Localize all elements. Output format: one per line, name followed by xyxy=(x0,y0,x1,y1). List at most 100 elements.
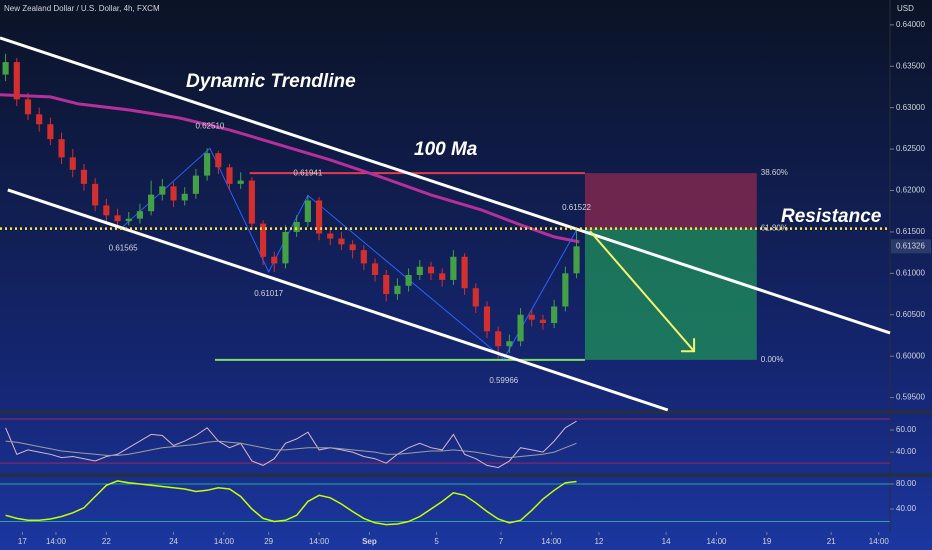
candle-body xyxy=(539,319,547,324)
candle-body xyxy=(226,167,233,184)
candle-body xyxy=(103,205,110,216)
candle-body xyxy=(47,124,54,140)
x-tick-label: 29 xyxy=(264,537,273,546)
candle-body xyxy=(271,256,278,264)
trendline-label: Dynamic Trendline xyxy=(186,71,356,92)
trendline xyxy=(7,188,669,412)
candle-body xyxy=(92,183,99,206)
pivot-label: 0.61941 xyxy=(293,169,322,178)
candle-body xyxy=(204,153,211,176)
candle-body xyxy=(114,215,121,222)
x-tick-label: 7 xyxy=(499,537,504,546)
pivot-label: 0.62510 xyxy=(195,121,224,130)
candle-body xyxy=(24,99,32,115)
y-tick-label: 0.64000 xyxy=(896,20,925,29)
x-tick-label: 21 xyxy=(827,537,836,546)
y-tick-label: 0.60500 xyxy=(896,310,925,319)
candle-body xyxy=(383,274,390,295)
candle-body xyxy=(528,314,535,320)
candle-body xyxy=(148,194,155,212)
candle-body xyxy=(360,250,367,264)
candle-body xyxy=(450,256,457,280)
candle-body xyxy=(69,157,76,170)
candle-body xyxy=(551,306,558,324)
chart-title: New Zealand Dollar / U.S. Dollar, 4h, FX… xyxy=(4,4,160,13)
fib-label: 61.80% xyxy=(761,224,788,233)
y-tick-label: 40.00 xyxy=(896,447,917,456)
x-tick-label: 24 xyxy=(169,537,178,546)
x-tick-label: 14:00 xyxy=(214,537,235,546)
trendline xyxy=(0,36,891,335)
resistance-label: Resistance xyxy=(781,206,882,227)
y-tick-label: 80.00 xyxy=(896,479,917,488)
candle-body xyxy=(573,246,580,274)
y-tick-label: 0.62000 xyxy=(896,186,925,195)
ma-label: 100 Ma xyxy=(414,139,478,160)
candle-body xyxy=(439,273,446,280)
x-tick-label: 17 xyxy=(18,537,27,546)
candle-body xyxy=(58,139,65,158)
last-price-box xyxy=(891,239,931,254)
y-tick-label: 0.60000 xyxy=(896,351,925,360)
x-tick-label: 14:00 xyxy=(706,537,727,546)
x-tick-label: 14:00 xyxy=(46,537,67,546)
candle-body xyxy=(13,62,20,100)
candle-body xyxy=(495,331,502,347)
candle-body xyxy=(304,200,311,222)
candle-body xyxy=(80,169,88,184)
candle-body xyxy=(338,238,345,245)
fib-label: 0.00% xyxy=(761,355,784,364)
y-tick-label: 40.00 xyxy=(896,504,917,513)
candle-body xyxy=(2,62,9,75)
candle-body xyxy=(181,193,188,201)
x-tick-label: 14:00 xyxy=(541,537,562,546)
candle-body xyxy=(506,341,513,347)
x-tick-label: 14:00 xyxy=(869,537,890,546)
x-tick-label: 12 xyxy=(594,537,603,546)
candle-body xyxy=(405,274,412,286)
moving-average xyxy=(0,93,580,244)
candle-body xyxy=(293,221,300,232)
candle-body xyxy=(394,285,401,295)
candle-body xyxy=(327,233,334,239)
x-tick-label: 14 xyxy=(662,537,671,546)
candle-body xyxy=(215,153,222,168)
y-tick-label: 60.00 xyxy=(896,425,917,434)
y-tick-label: 0.61500 xyxy=(896,227,925,236)
x-tick-label: 19 xyxy=(762,537,771,546)
candle-body xyxy=(260,223,267,257)
arrow xyxy=(589,230,695,352)
candle-body xyxy=(159,186,166,195)
candle-body xyxy=(349,244,356,251)
pivot-label: 0.61522 xyxy=(562,203,591,212)
x-tick-label: 5 xyxy=(434,537,439,546)
pivot-label: 0.61017 xyxy=(254,289,283,298)
y-tick-label: 0.59500 xyxy=(896,393,925,402)
x-tick-label: 22 xyxy=(102,537,111,546)
y-tick-label: 0.62500 xyxy=(896,144,925,153)
candle-body xyxy=(517,314,524,342)
fib-label: 38.60% xyxy=(761,168,788,177)
y-tick-label: 0.63000 xyxy=(896,103,925,112)
candle-body xyxy=(36,114,43,125)
candle-body xyxy=(461,256,468,289)
arrow-head xyxy=(681,338,696,353)
candle-body xyxy=(136,211,144,219)
candle-body xyxy=(192,175,199,194)
pivot-label: 0.61565 xyxy=(109,244,138,253)
candle-body xyxy=(248,180,255,224)
pivot-label: 0.59966 xyxy=(489,376,518,385)
currency-label: USD xyxy=(897,4,914,13)
last-price-label: 0.61326 xyxy=(896,241,925,250)
candle-body xyxy=(237,180,244,184)
candle-body xyxy=(416,266,423,275)
indicator-line xyxy=(5,440,577,459)
candle-body xyxy=(483,306,491,332)
y-tick-label: 0.63500 xyxy=(896,61,925,70)
candle-body xyxy=(371,263,379,275)
candle-body xyxy=(125,218,132,222)
candle-body xyxy=(315,200,323,234)
indicator-line xyxy=(5,480,577,526)
x-tick-label: Sep xyxy=(362,537,377,546)
